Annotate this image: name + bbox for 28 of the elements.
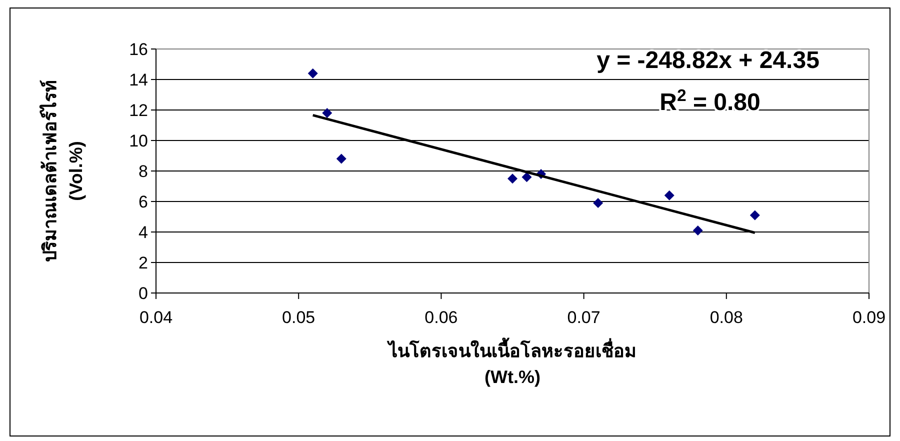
x-tick-label: 0.06 [424, 308, 458, 327]
point [664, 190, 674, 200]
y-tick-label: 0 [138, 284, 148, 303]
point [322, 108, 332, 118]
point [522, 172, 532, 182]
x-axis-title: ไนโตรเจนในเนื้อโลหะรอยเชื่อม (Wt.%) [386, 337, 636, 387]
y-tick-label: 4 [138, 222, 148, 242]
x-tick-label: 0.04 [139, 308, 173, 327]
y-axis-title: ปริมาณเดลต้าเฟอร์ไรท์ (Vol.%) [39, 80, 86, 262]
point [308, 68, 318, 78]
y-tick-label: 14 [129, 70, 148, 90]
annotation: R$^{2}$ = 0.80 [660, 86, 760, 116]
point [692, 225, 703, 236]
y-tick-label: 2 [138, 253, 148, 272]
x-tick-label: 0.05 [282, 308, 316, 327]
x-tick-label: 0.09 [852, 308, 886, 327]
point [750, 210, 760, 220]
y-tick-label: 12 [129, 100, 148, 120]
x-tick-label: 0.07 [567, 308, 600, 327]
y-tick-label: 16 [129, 40, 148, 59]
y-tick-label: 6 [138, 192, 148, 212]
point [336, 154, 346, 164]
x-tick-label: 0.08 [710, 308, 743, 327]
y-tick-label: 10 [129, 131, 148, 150]
point [508, 174, 518, 184]
point [593, 198, 604, 208]
annotation: y = -248.82x + 24.35 [596, 47, 820, 74]
y-tick-label: 8 [138, 162, 148, 181]
